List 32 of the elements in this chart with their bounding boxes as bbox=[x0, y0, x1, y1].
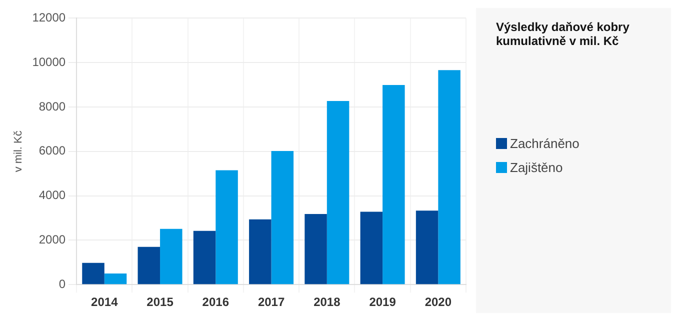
y-tick-label: 0 bbox=[58, 276, 66, 291]
bar bbox=[138, 246, 160, 284]
bar bbox=[271, 150, 294, 284]
y-tick-label: 2000 bbox=[38, 232, 66, 247]
y-tick-label: 12000 bbox=[32, 10, 66, 25]
bar bbox=[382, 85, 405, 284]
bar bbox=[416, 210, 438, 284]
y-axis-title: v mil. Kč bbox=[12, 130, 25, 172]
y-tick-label: 8000 bbox=[38, 99, 66, 114]
legend-label: Zajištěno bbox=[510, 160, 563, 175]
bar bbox=[360, 212, 383, 284]
bar bbox=[326, 101, 350, 284]
text: Výsledky daňové kobry kumulativně v mil. Kč bbox=[496, 20, 630, 48]
x-tick-label: 2020 bbox=[424, 295, 452, 310]
bar bbox=[216, 170, 238, 284]
bar bbox=[249, 219, 272, 284]
bar bbox=[304, 214, 327, 284]
y-tick-label: 6000 bbox=[38, 144, 66, 158]
bar bbox=[104, 274, 127, 284]
x-tick-label: 2014 bbox=[91, 295, 118, 310]
bar bbox=[160, 228, 182, 284]
bar bbox=[193, 230, 216, 284]
x-tick-label: 2017 bbox=[258, 295, 285, 310]
y-tick-label: 4000 bbox=[38, 188, 66, 202]
x-tick-label: 2015 bbox=[146, 295, 174, 310]
x-tick-label: 2016 bbox=[202, 295, 230, 310]
y-tick-label: 10000 bbox=[32, 54, 66, 69]
x-tick-label: 2019 bbox=[369, 295, 396, 310]
bar bbox=[82, 262, 104, 284]
bar bbox=[438, 70, 460, 284]
x-tick-label: 2018 bbox=[314, 295, 341, 310]
legend-label: Zachráněno bbox=[510, 136, 580, 151]
